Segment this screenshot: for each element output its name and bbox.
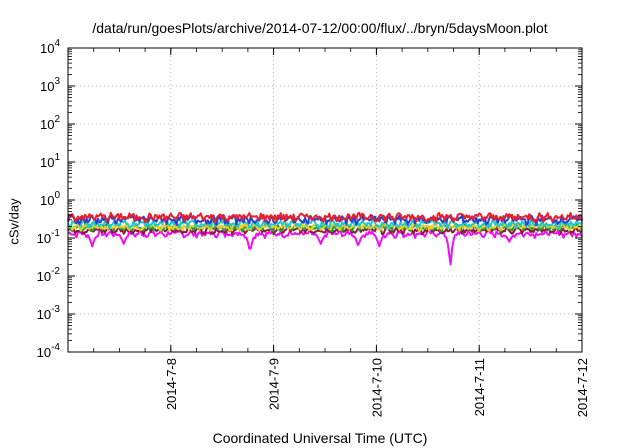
y-tick-label: 10-3 [37,304,61,322]
ticks: 10-4 10-3 10-2 10-1 100 101 102 103 104 2014-7-8 2… [37,38,590,417]
x-tick-label: 2014-7-10 [369,358,384,417]
y-tick-label: 103 [40,76,60,94]
chart-title: /data/run/goesPlots/archive/2014-07-12/0… [92,20,548,36]
y-tick-label: 10-2 [37,266,61,284]
y-tick-label: 101 [40,152,60,170]
y-tick-label: 102 [40,114,60,132]
y-tick-label: 10-4 [37,342,61,360]
x-tick-label: 2014-7-8 [164,358,179,410]
series-line [67,222,583,232]
y-tick-label: 100 [40,190,60,208]
series-group [67,211,583,266]
y-tick-label: 10-1 [37,228,61,246]
x-tick-label: 2014-7-11 [472,358,487,416]
grid [68,48,582,352]
x-tick-label: 2014-7-9 [267,358,282,410]
y-tick-label: 104 [40,38,60,56]
series-line [67,229,583,266]
x-axis-label: Coordinated Universal Time (UTC) [212,430,428,446]
series-line [67,211,583,224]
x-tick-label: 2014-7-12 [575,358,590,417]
